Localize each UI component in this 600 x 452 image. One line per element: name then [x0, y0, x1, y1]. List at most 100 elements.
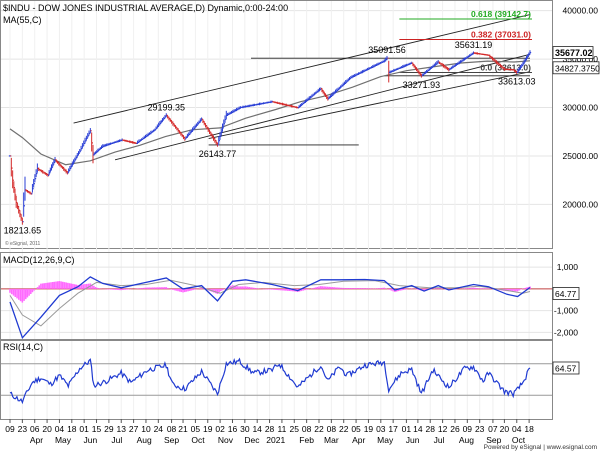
price-panel-frame: [0, 0, 553, 249]
x-day-label: 06: [30, 424, 40, 434]
rsi-value-tag-box: [552, 361, 580, 375]
price-y-tick-label: 30000.00: [563, 103, 599, 113]
fibonacci-levels: 0.618 (39142.7) 0.382 (37031.0) 0.0 (33613…: [399, 9, 532, 74]
price-annotation: 33271.93: [403, 80, 441, 90]
x-day-label: 30: [240, 424, 250, 434]
x-month-label: Aug: [137, 435, 152, 445]
x-day-label: 14: [413, 424, 423, 434]
x-month-label: Jul: [111, 435, 122, 445]
x-day-label: 28: [265, 424, 275, 434]
price-y-tick-label: 40000.00: [563, 6, 599, 16]
price-y-tick-label: 20000.00: [563, 199, 599, 209]
macd-line: [9, 276, 531, 340]
fib-level-label: 0.382 (37031.0): [471, 29, 531, 39]
x-month-label: Feb: [299, 435, 314, 445]
x-day-label: 23: [475, 424, 485, 434]
macd-y-tick-label: 1,000: [557, 262, 579, 272]
x-axis: 09 23 06 20 04 18 01 15 29 13 27 10 24 08 21 05 19 02 16 30…: [5, 419, 534, 445]
x-month-label: Jun: [406, 435, 420, 445]
ma-label: MA(55,C): [3, 15, 42, 25]
x-day-label: 27: [129, 424, 139, 434]
trend-line-channel-upper: [73, 14, 531, 124]
x-day-label: 20: [500, 424, 510, 434]
rsi-panel-frame: [0, 339, 553, 420]
x-day-label: 02: [215, 424, 225, 434]
price-y-tick-label: 25000.00: [563, 151, 599, 161]
x-day-label: 12: [438, 424, 448, 434]
x-month-label: Jul: [434, 435, 445, 445]
x-day-label: 18: [524, 424, 534, 434]
rsi-title: RSI(14,C): [3, 342, 43, 352]
last-price-tag-box: [552, 46, 594, 59]
x-month-label: Nov: [218, 435, 234, 445]
ma-value-tag-box: [552, 61, 600, 75]
trend-lines: [73, 14, 531, 161]
macd-value-tag: 64.77: [555, 289, 577, 299]
x-day-label: 14: [252, 424, 262, 434]
rsi-value-tag: 64.57: [555, 363, 577, 373]
x-month-label: Apr: [352, 435, 365, 445]
x-day-label: 16: [228, 424, 238, 434]
x-day-label: 05: [191, 424, 201, 434]
x-day-label: 21: [178, 424, 188, 434]
fib-level-label: 0.618 (39142.7): [471, 9, 531, 19]
footer-text: Powered by eSignal | www.esignal.com: [484, 444, 597, 451]
x-day-label: 11: [278, 424, 287, 434]
x-day-label: 22: [339, 424, 349, 434]
x-day-label: 25: [290, 424, 300, 434]
rsi-grid: [1, 363, 552, 396]
x-day-label: 24: [154, 424, 164, 434]
rsi-line: [9, 357, 531, 405]
x-month-label: May: [55, 435, 72, 445]
x-day-label: 04: [512, 424, 522, 434]
x-day-label: 01: [79, 424, 89, 434]
price-title: $INDU - DOW JONES INDUSTRIAL AVERAGE,D) …: [3, 3, 288, 13]
x-day-label: 28: [426, 424, 436, 434]
price-annotations: 18213.65 29199.35 26143.77 35091.56 33271.93…: [4, 40, 536, 236]
x-month-label: Oct: [512, 435, 526, 445]
x-day-label: 15: [92, 424, 102, 434]
x-day-label: 01: [402, 424, 412, 434]
rsi-panel: RSI(14,C): [0, 339, 553, 420]
x-day-label: 19: [203, 424, 213, 434]
x-day-label: 09: [5, 424, 15, 434]
x-day-label: 05: [351, 424, 361, 434]
price-annotation: 29199.35: [147, 102, 185, 112]
last-price-tag: 35677.02: [555, 48, 593, 58]
ma-line: [9, 60, 531, 166]
x-day-label: 07: [488, 424, 498, 434]
trend-line-channel-lower: [114, 53, 531, 161]
x-day-label: 09: [463, 424, 473, 434]
x-day-label: 10: [141, 424, 151, 434]
macd-y-tick-label: -1,000: [554, 306, 578, 316]
x-month-label: May: [377, 435, 394, 445]
x-month-label: Sep: [164, 435, 179, 445]
price-annotation: 26143.77: [199, 149, 237, 159]
x-day-label: 03: [376, 424, 386, 434]
fib-level-label: 0.0 (33613.0): [480, 63, 531, 73]
x-day-label: 19: [364, 424, 374, 434]
x-day-label: 23: [18, 424, 28, 434]
x-month-label: Jun: [83, 435, 97, 445]
price-grid: [1, 1, 552, 419]
macd-panel: MACD(12,26,9,C): [0, 252, 553, 341]
x-day-label: 13: [117, 424, 127, 434]
price-annotation: 35091.56: [368, 45, 406, 55]
macd-value-tag-box: [552, 287, 580, 300]
watermark: © eSignal, 2011: [5, 240, 41, 247]
x-day-label: 29: [104, 424, 114, 434]
y-axis: 20000.00 25000.00 30000.00 35000.00 40000.00…: [552, 6, 600, 375]
trend-line-channel-mid: [208, 71, 531, 139]
x-month-label: Oct: [191, 435, 205, 445]
price-annotation: 18213.65: [4, 226, 42, 236]
x-day-label: 20: [42, 424, 52, 434]
price-bars: [8, 50, 532, 225]
price-panel: 0.618 (39142.7) 0.382 (37031.0) 0.0 (33613…: [0, 0, 553, 419]
x-day-label: 26: [450, 424, 460, 434]
x-month-label: Mar: [324, 435, 339, 445]
x-day-label: 22: [314, 424, 324, 434]
x-day-label: 17: [388, 424, 398, 434]
x-month-label: Dec: [244, 435, 260, 445]
x-day-label: 08: [167, 424, 177, 434]
macd-title: MACD(12,26,9,C): [3, 255, 75, 265]
